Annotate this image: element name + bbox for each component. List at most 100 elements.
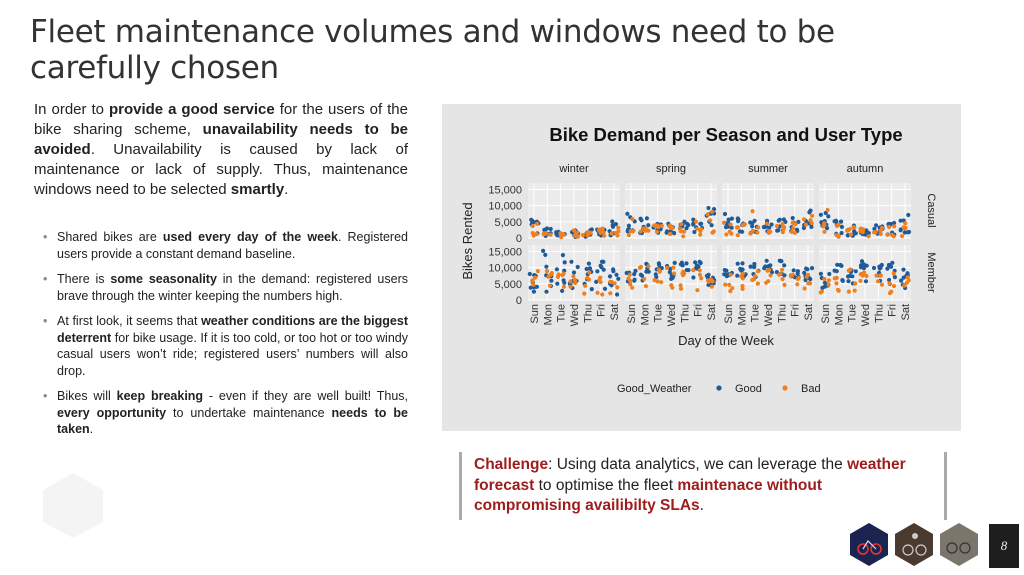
x-tick-label: Thu [582, 304, 594, 323]
data-point-bad [727, 229, 732, 234]
data-point-good [610, 219, 615, 224]
data-point-bad [825, 207, 830, 213]
x-tick-label: Tue [556, 304, 568, 323]
bullet-text: . Registered users provide a constant de… [57, 230, 408, 261]
data-point-bad [793, 222, 798, 227]
data-point-bad [795, 276, 800, 281]
data-point-good [898, 227, 903, 232]
bullet-text: There is [57, 272, 111, 286]
y-tick-label: 5,000 [494, 279, 522, 291]
data-point-bad [667, 231, 673, 237]
legend-marker-good [716, 385, 722, 391]
data-point-bad [654, 229, 660, 235]
data-point-good [740, 261, 745, 266]
facet-label-autumn: autumn [847, 163, 884, 175]
x-tick-label: Fri [693, 304, 705, 317]
data-point-good [601, 267, 606, 272]
data-point-bad [698, 232, 703, 237]
data-point-good [729, 216, 734, 221]
data-point-good [808, 208, 813, 213]
data-point-bad [862, 270, 867, 275]
data-point-bad [697, 268, 702, 273]
intro-bold-2: unavailability needs to be avoided [34, 121, 408, 158]
data-point-good [698, 260, 703, 266]
data-point-good [809, 266, 815, 271]
data-point-good [805, 267, 810, 272]
data-point-bad [678, 229, 683, 234]
data-point-good [610, 223, 615, 228]
data-point-good [613, 222, 618, 227]
data-point-good [886, 262, 891, 268]
data-point-bad [682, 229, 687, 234]
x-tick-label: Mon [639, 304, 651, 325]
data-point-bad [582, 291, 587, 296]
data-point-bad [695, 288, 700, 293]
challenge-text: : Using data analytics, we can leverage … [548, 456, 848, 473]
y-tick-label: 10,000 [488, 201, 522, 213]
data-point-bad [670, 225, 675, 231]
intro-text-2: for the users of the bike sharing scheme… [34, 101, 408, 138]
data-point-good [761, 225, 766, 230]
data-point-good [541, 248, 546, 253]
data-point-good [632, 277, 637, 282]
slide-title: Fleet maintenance volumes and windows ne… [30, 14, 835, 86]
data-point-bad [782, 282, 787, 287]
data-point-good [790, 215, 795, 221]
x-tick-label: Mon [542, 304, 554, 325]
data-point-bad [601, 230, 606, 235]
data-point-bad [571, 274, 576, 279]
data-point-bad [614, 230, 619, 236]
challenge-highlight: maintenace without compromising availibi… [474, 476, 823, 515]
y-tick-label: 5,000 [494, 217, 522, 229]
data-point-bad [846, 268, 851, 273]
data-point-bad [780, 221, 785, 226]
intro-bold-1: provide a good service [108, 101, 275, 118]
data-point-good [614, 272, 619, 277]
data-point-bad [608, 279, 613, 284]
data-point-good [839, 230, 844, 236]
data-point-good [776, 228, 781, 233]
data-point-bad [609, 231, 614, 236]
intro-text-4: . [284, 181, 289, 198]
x-tick-label: Wed [666, 304, 678, 326]
data-point-good [531, 289, 536, 294]
data-point-good [625, 229, 630, 234]
data-point-good [899, 278, 904, 283]
data-point-bad [885, 232, 890, 237]
data-point-bad [573, 278, 578, 283]
data-point-good [735, 273, 740, 278]
data-point-good [543, 252, 548, 257]
bullet-bold: keep breaking [116, 389, 204, 403]
data-point-bad [792, 230, 797, 235]
data-point-good [616, 276, 621, 281]
data-point-bad [544, 231, 549, 236]
y-tick-label: 10,000 [488, 263, 522, 275]
data-point-good [685, 221, 690, 226]
data-point-bad [638, 229, 643, 234]
data-point-good [840, 278, 845, 283]
bullet-item: • There is some seasonality in the demand… [43, 271, 408, 304]
data-point-good [625, 211, 630, 216]
y-tick-label: 15,000 [488, 184, 522, 196]
data-point-good [664, 230, 669, 235]
x-tick-label: Thu [776, 304, 788, 323]
data-point-good [626, 223, 631, 228]
x-tick-label: Fri [596, 304, 608, 317]
data-point-bad [530, 278, 535, 283]
data-point-good [801, 225, 806, 231]
data-point-good [589, 287, 594, 292]
data-point-good [595, 269, 600, 274]
x-tick-label: Sun [723, 304, 735, 324]
data-point-bad [807, 281, 813, 286]
data-point-good [739, 268, 744, 273]
data-point-bad [628, 278, 633, 284]
data-point-good [735, 261, 740, 266]
data-point-bad [902, 283, 907, 288]
data-point-bad [826, 278, 831, 283]
data-point-bad [866, 234, 871, 239]
data-point-good [833, 218, 838, 223]
data-point-bad [782, 225, 787, 230]
data-point-bad [724, 232, 729, 237]
data-point-bad [864, 273, 869, 279]
data-point-good [802, 270, 807, 275]
